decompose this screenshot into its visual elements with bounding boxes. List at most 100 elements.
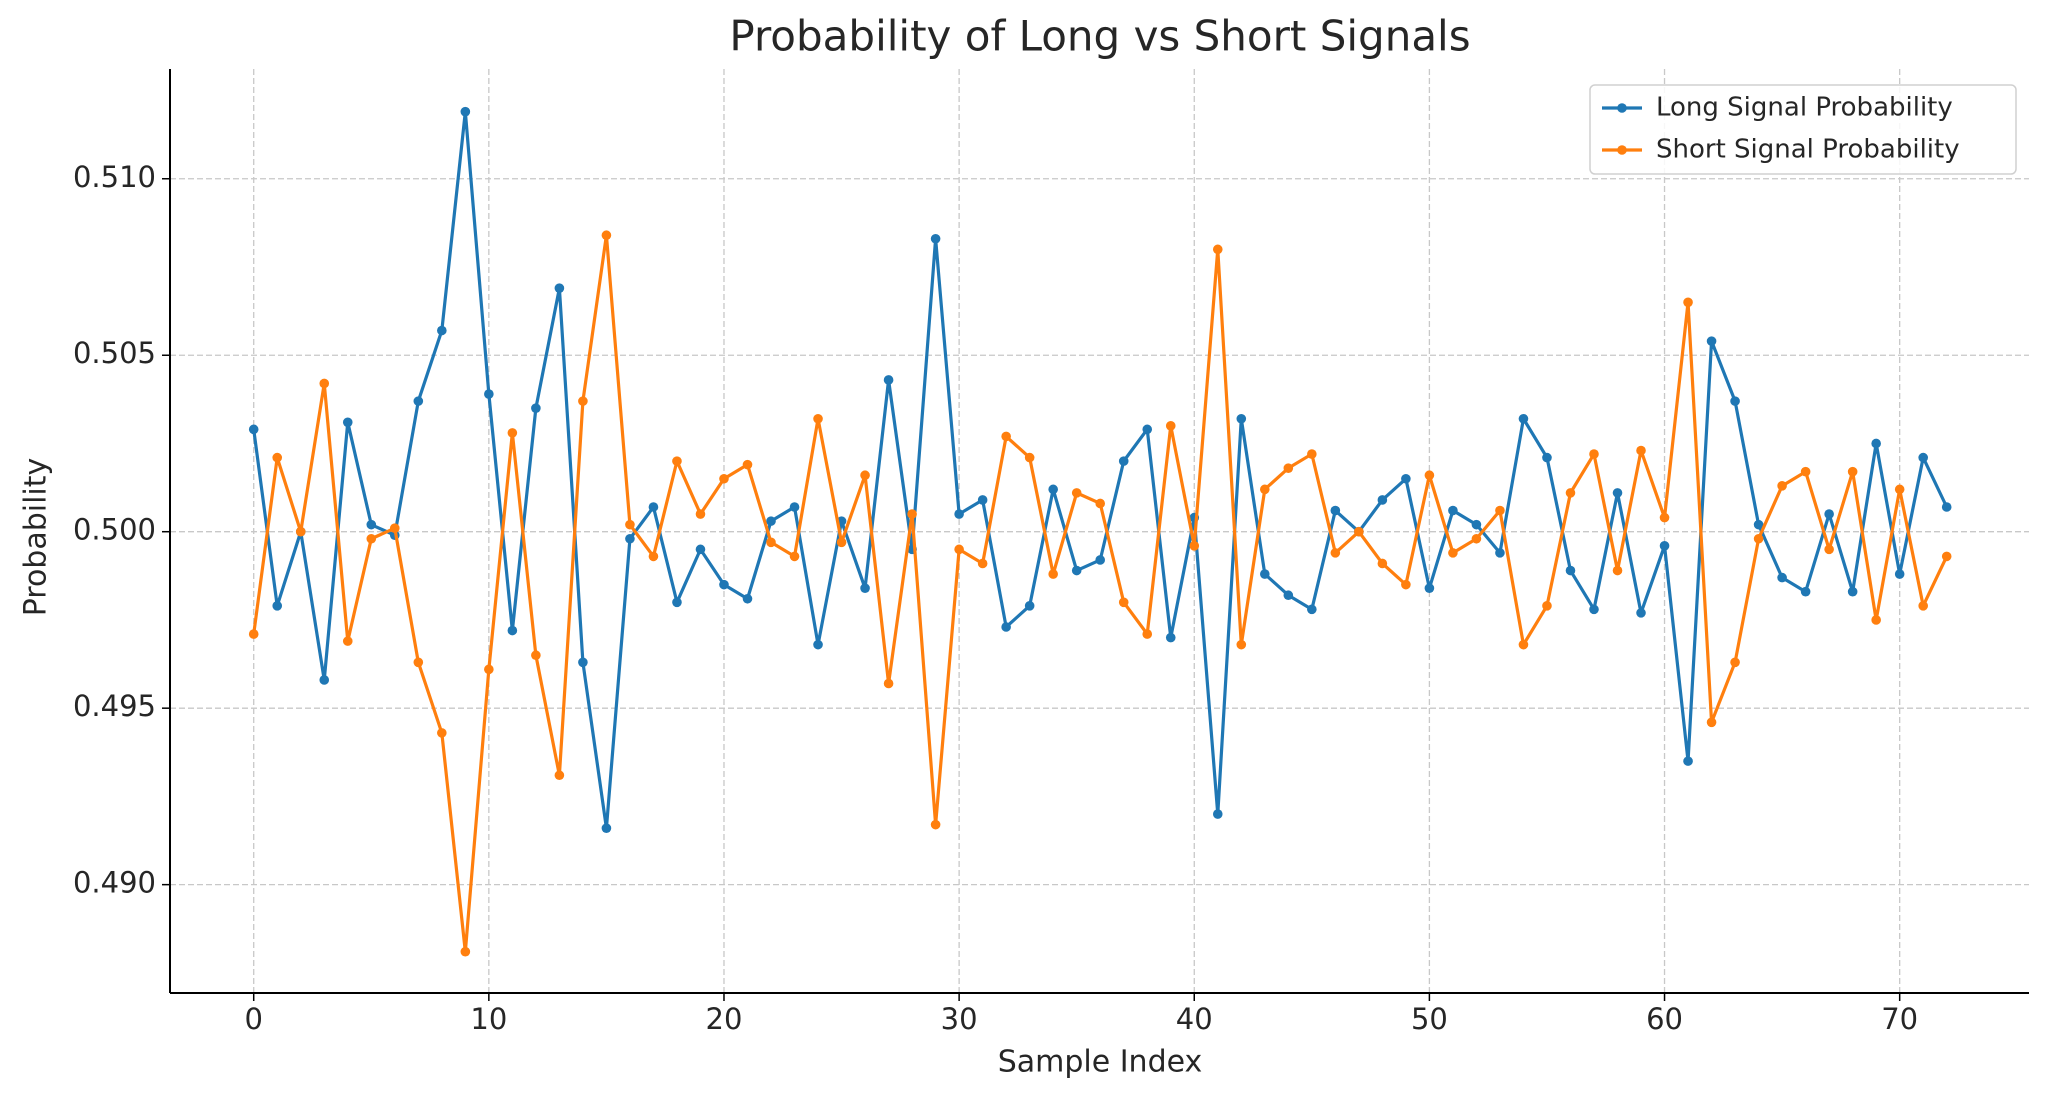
data-point	[1236, 413, 1247, 424]
data-point	[460, 946, 471, 957]
data-point	[484, 664, 494, 675]
legend-box	[1589, 84, 2017, 175]
data-point	[1118, 597, 1129, 608]
legend-label: Short Signal Probability	[1656, 135, 1960, 165]
data-point	[1730, 657, 1740, 668]
data-point	[1471, 519, 1482, 530]
data-point	[813, 413, 823, 424]
data-point	[1918, 452, 1928, 463]
data-point	[1001, 431, 1011, 442]
data-point	[507, 625, 518, 636]
data-point	[1659, 541, 1670, 551]
data-point	[1071, 565, 1082, 576]
data-point	[1589, 604, 1599, 615]
data-point	[1001, 622, 1011, 632]
data-point	[1777, 481, 1787, 491]
data-point	[1824, 509, 1834, 519]
data-point	[437, 325, 447, 336]
data-point	[1448, 505, 1458, 516]
data-point	[1800, 586, 1811, 597]
legend-marker	[1617, 145, 1627, 155]
data-point	[507, 428, 518, 438]
data-point	[1612, 565, 1623, 576]
data-point	[1565, 565, 1576, 576]
data-point	[1894, 484, 1905, 495]
data-point	[789, 551, 800, 562]
y-tick-label: 0.490	[73, 866, 156, 900]
data-point	[625, 533, 635, 544]
data-point	[342, 417, 353, 428]
data-point	[1165, 421, 1176, 431]
data-point	[460, 106, 471, 117]
data-point	[1941, 502, 1952, 512]
data-point	[1377, 495, 1388, 505]
data-point	[954, 544, 964, 555]
data-point	[1847, 466, 1858, 477]
data-point	[272, 601, 283, 611]
data-point	[766, 516, 776, 526]
data-point	[389, 523, 400, 533]
x-tick-label: 70	[1881, 1002, 1918, 1036]
chart-title: Probability of Long vs Short Signals	[729, 12, 1470, 61]
data-point	[1377, 558, 1388, 569]
data-point	[1847, 586, 1858, 597]
data-point	[1189, 541, 1200, 551]
data-point	[907, 509, 917, 519]
data-point	[1448, 548, 1458, 558]
data-point	[695, 509, 706, 519]
data-point	[1142, 629, 1153, 639]
data-point	[366, 533, 377, 544]
legend-marker	[1617, 103, 1627, 113]
data-point	[930, 819, 941, 830]
data-point	[977, 558, 988, 569]
data-point	[1894, 569, 1905, 579]
data-point	[437, 728, 447, 738]
data-point	[1142, 424, 1153, 435]
x-tick-label: 60	[1646, 1002, 1683, 1036]
data-point	[836, 537, 847, 548]
data-point	[719, 579, 729, 590]
data-point	[1941, 551, 1952, 562]
data-point	[648, 551, 659, 562]
data-point	[766, 537, 776, 548]
data-point	[484, 389, 494, 399]
data-point	[1307, 604, 1317, 615]
data-point	[1048, 569, 1058, 579]
data-point	[1118, 456, 1129, 466]
data-point	[366, 519, 377, 530]
data-point	[1071, 488, 1082, 498]
data-point	[1024, 601, 1035, 611]
data-point	[954, 509, 964, 519]
data-point	[789, 502, 800, 512]
data-point	[1612, 488, 1623, 498]
data-point	[977, 495, 988, 505]
y-tick-label: 0.500	[73, 513, 156, 547]
data-point	[1260, 484, 1270, 495]
data-point	[1753, 519, 1764, 530]
data-point	[625, 519, 635, 530]
data-point	[1589, 449, 1599, 459]
data-point	[1401, 579, 1411, 590]
data-point	[1542, 601, 1552, 611]
data-point	[272, 452, 283, 463]
data-point	[554, 283, 565, 293]
data-point	[860, 583, 870, 593]
data-point	[1495, 505, 1505, 516]
data-point	[531, 650, 541, 661]
data-point	[813, 639, 823, 650]
data-point	[672, 597, 682, 608]
data-point	[1236, 639, 1247, 650]
data-point	[319, 675, 330, 685]
data-point	[1095, 498, 1106, 509]
data-point	[248, 629, 259, 639]
data-point	[1307, 449, 1317, 459]
data-point	[1260, 569, 1270, 579]
x-tick-label: 30	[941, 1002, 978, 1036]
data-point	[1354, 526, 1364, 537]
data-point	[1048, 484, 1058, 495]
data-point	[1683, 756, 1693, 766]
data-point	[1424, 470, 1435, 481]
data-point	[1212, 809, 1223, 819]
data-point	[883, 375, 894, 385]
